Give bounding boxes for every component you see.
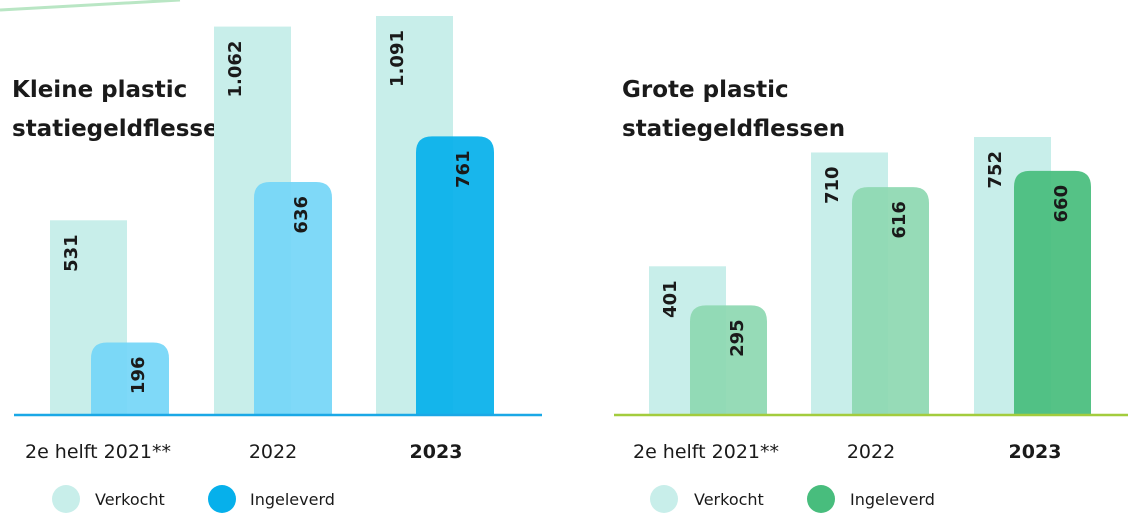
- bar-ingeleverd: [1014, 170, 1091, 414]
- legend-label-ingeleverd: Ingeleverd: [850, 490, 935, 509]
- bar-ingeleverd: [254, 181, 332, 414]
- legend-swatch-ingeleverd: [807, 485, 835, 513]
- bar-ingeleverd: [690, 305, 767, 414]
- data-label-ingeleverd: 196: [128, 356, 149, 394]
- decorative-arc: [0, 0, 181, 12]
- data-label-verkocht: 401: [660, 280, 681, 318]
- data-label-verkocht: 1.091: [387, 30, 408, 87]
- data-label-ingeleverd: 295: [727, 319, 748, 357]
- chart-title-line-1: Kleine plastic: [12, 77, 187, 103]
- category-label: 2e helft 2021**: [633, 441, 779, 463]
- category-label: 2e helft 2021**: [25, 441, 171, 463]
- legend-label-ingeleverd: Ingeleverd: [250, 490, 335, 509]
- chart-title-line-2: statiegeldflessen: [12, 116, 235, 142]
- legend-swatch-verkocht: [52, 485, 80, 513]
- chart-title-line-2: statiegeldflessen: [622, 116, 845, 142]
- category-label: 2023: [1009, 441, 1062, 463]
- data-label-verkocht: 1.062: [225, 41, 246, 98]
- data-label-ingeleverd: 616: [889, 201, 910, 239]
- data-label-ingeleverd: 636: [291, 196, 312, 234]
- legend-label-verkocht: Verkocht: [694, 490, 764, 509]
- chart-title-line-1: Grote plastic: [622, 77, 789, 103]
- category-label: 2022: [249, 441, 297, 463]
- data-label-ingeleverd: 761: [453, 150, 474, 188]
- legend-swatch-ingeleverd: [208, 485, 236, 513]
- bar-ingeleverd: [852, 187, 929, 414]
- data-label-verkocht: 710: [822, 166, 843, 204]
- chart-left: Kleine plastic statiegeldflessen 531 196 2e …: [12, 16, 542, 513]
- category-label: 2023: [410, 441, 463, 463]
- bar-ingeleverd: [91, 342, 169, 414]
- legend-label-verkocht: Verkocht: [95, 490, 165, 509]
- data-label-verkocht: 752: [985, 151, 1006, 189]
- data-label-verkocht: 531: [61, 234, 82, 272]
- legend-swatch-verkocht: [650, 485, 678, 513]
- legend: Verkocht Ingeleverd: [650, 485, 935, 513]
- category-label: 2022: [847, 441, 895, 463]
- data-label-ingeleverd: 660: [1051, 185, 1072, 223]
- bar-ingeleverd: [416, 136, 494, 415]
- chart-right: Grote plastic statiegeldflessen 401 295 2e h…: [614, 77, 1128, 513]
- legend: Verkocht Ingeleverd: [52, 485, 335, 513]
